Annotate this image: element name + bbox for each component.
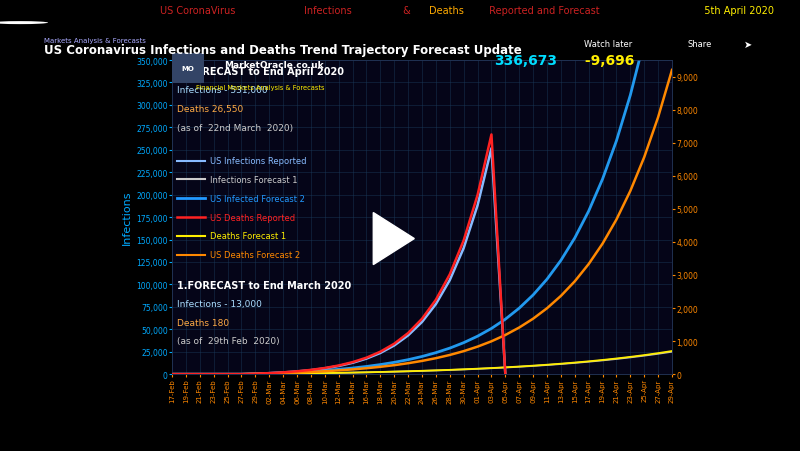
Text: Watch later: Watch later [584, 41, 632, 49]
Text: Infections - 13,000: Infections - 13,000 [177, 299, 262, 308]
Text: Share: Share [688, 41, 712, 49]
Text: US CoronaVirus: US CoronaVirus [160, 6, 238, 16]
Text: (as of  29th Feb  2020): (as of 29th Feb 2020) [177, 337, 280, 346]
Text: US Infections Reported: US Infections Reported [210, 156, 306, 166]
Text: (as of  22nd March  2020): (as of 22nd March 2020) [177, 124, 293, 133]
Bar [172, 54, 204, 83]
Text: Infections Forecast 1: Infections Forecast 1 [210, 175, 297, 184]
Text: 5th April 2020: 5th April 2020 [698, 6, 774, 16]
Text: &: & [400, 6, 414, 16]
Text: Infections - 531,000: Infections - 531,000 [177, 86, 268, 95]
Text: Markets Analysis & Forecasts: Markets Analysis & Forecasts [44, 37, 146, 44]
Text: MarketOracle.co.uk: MarketOracle.co.uk [224, 61, 324, 70]
Text: Deaths Forecast 1: Deaths Forecast 1 [210, 232, 286, 241]
Text: ➤: ➤ [744, 39, 752, 49]
Text: US Infected Forecast 2: US Infected Forecast 2 [210, 194, 304, 203]
Text: US Deaths Forecast 2: US Deaths Forecast 2 [210, 251, 300, 260]
Text: Financial Markets Analysis & Forecasts: Financial Markets Analysis & Forecasts [196, 84, 324, 91]
Text: Deaths 180: Deaths 180 [177, 318, 229, 327]
Text: 1.FORECAST to End March 2020: 1.FORECAST to End March 2020 [177, 280, 351, 290]
Text: US Deaths Reported: US Deaths Reported [210, 213, 294, 222]
Text: Deaths: Deaths [429, 6, 464, 16]
Text: Infections: Infections [304, 6, 352, 16]
Circle shape [0, 22, 48, 25]
Y-axis label: Infections: Infections [122, 190, 132, 245]
Text: Deaths 26,550: Deaths 26,550 [177, 105, 243, 114]
Text: 2.FORECAST to End April 2020: 2.FORECAST to End April 2020 [177, 67, 344, 77]
Text: MO: MO [182, 66, 194, 72]
Text: -9,696: -9,696 [580, 54, 634, 68]
Text: US Coronavirus Infections and Deaths Trend Trajectory Forecast Update: US Coronavirus Infections and Deaths Tre… [44, 44, 522, 57]
Text: Reported and Forecast: Reported and Forecast [486, 6, 600, 16]
Polygon shape [374, 213, 414, 265]
Text: 336,673: 336,673 [494, 54, 558, 68]
